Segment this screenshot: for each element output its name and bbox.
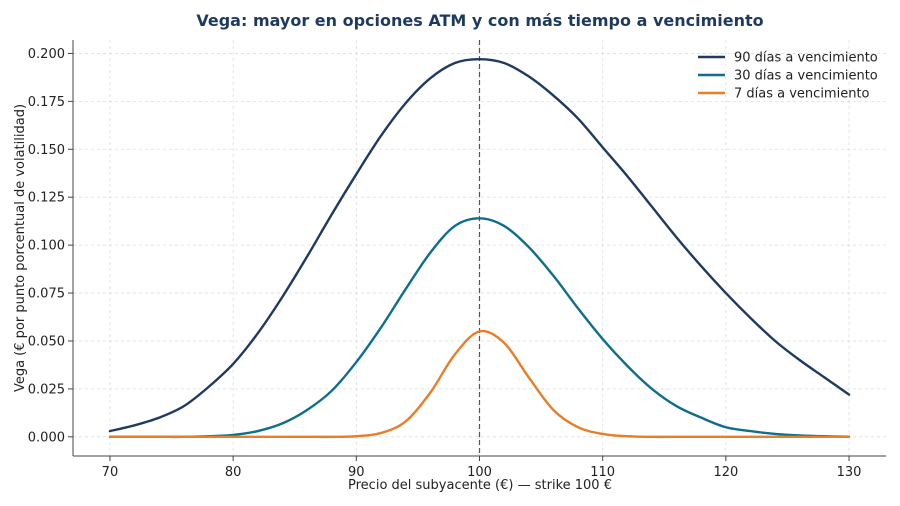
series-line-1 xyxy=(108,57,851,433)
y-tick-label: 0.100 xyxy=(28,239,65,254)
series-lines xyxy=(108,57,851,439)
legend-label: 90 días a vencimiento xyxy=(734,51,878,66)
series-line-3 xyxy=(108,329,851,439)
legend: 90 días a vencimiento 30 días a vencimien… xyxy=(698,51,878,102)
series-line-2 xyxy=(108,217,851,439)
x-tick-label: 80 xyxy=(225,465,242,480)
y-tick-label: 0.150 xyxy=(28,143,65,158)
x-tick-label: 70 xyxy=(102,465,119,480)
chart-title: Vega: mayor en opciones ATM y con más ti… xyxy=(196,11,763,30)
y-tick-label: 0.125 xyxy=(28,191,65,206)
x-tick-label: 100 xyxy=(467,465,492,480)
y-tick-label: 0.025 xyxy=(28,382,65,397)
y-tick-label: 0.050 xyxy=(28,334,65,349)
legend-label: 7 días a vencimiento xyxy=(734,87,870,102)
y-tick-label: 0.200 xyxy=(28,47,65,62)
y-tick-label: 0.175 xyxy=(28,95,65,110)
x-tick-label: 90 xyxy=(348,465,365,480)
y-tick-label: 0.000 xyxy=(28,430,65,445)
x-tick-label: 120 xyxy=(713,465,738,480)
y-tick-label: 0.075 xyxy=(28,287,65,302)
x-tick-label: 130 xyxy=(837,465,862,480)
x-axis-ticks: 70 80 90 100 110 120 130 xyxy=(102,456,862,480)
legend-label: 30 días a vencimiento xyxy=(734,69,878,84)
x-axis-label: Precio del subyacente (€) — strike 100 € xyxy=(348,478,612,493)
y-axis-ticks: 0.000 0.025 0.050 0.075 0.100 0.125 0.150 0.175… xyxy=(28,47,73,445)
x-tick-label: 110 xyxy=(590,465,615,480)
y-axis-label: Vega (€ por punto porcentual de volatili… xyxy=(13,104,28,392)
